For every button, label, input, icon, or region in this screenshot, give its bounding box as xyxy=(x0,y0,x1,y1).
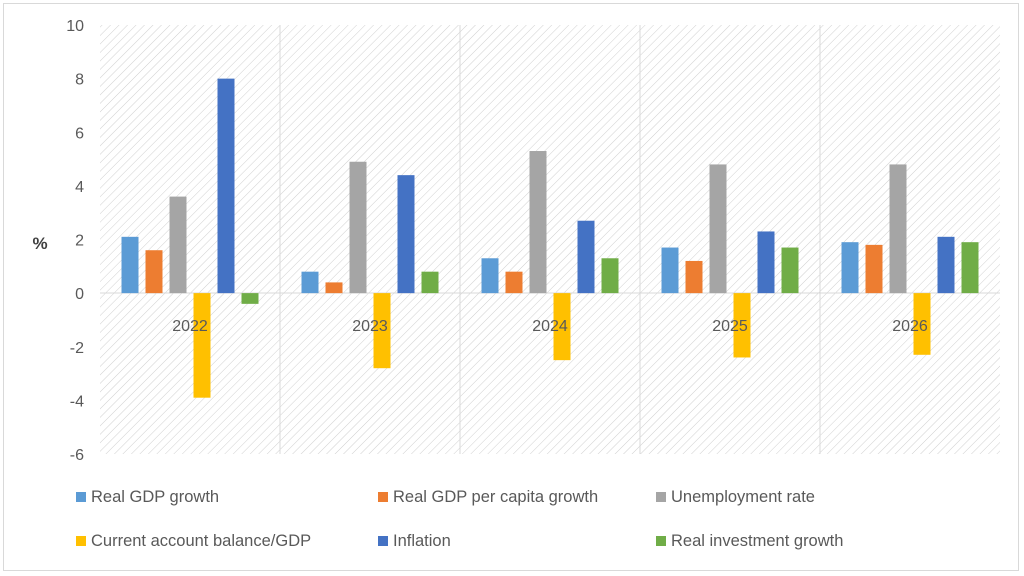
legend-label: Inflation xyxy=(393,532,451,550)
bar xyxy=(937,236,955,294)
bar xyxy=(961,242,979,294)
bar xyxy=(169,196,187,294)
x-tick-label: 2026 xyxy=(892,318,928,335)
chart: 10 8 6 4 2 0 -2 -4 -6 % 2022 2023 2024 2025 2026 Rea… xyxy=(32,18,1000,550)
bar xyxy=(349,161,367,294)
bar xyxy=(481,258,499,294)
bars xyxy=(121,78,979,398)
bar xyxy=(781,247,799,294)
bar xyxy=(889,164,907,294)
bar xyxy=(685,260,703,294)
bar xyxy=(841,242,859,294)
y-tick-label: 6 xyxy=(75,125,84,142)
x-tick-label: 2023 xyxy=(352,318,388,335)
bar xyxy=(601,258,619,294)
legend-swatch xyxy=(76,492,86,502)
legend-swatch xyxy=(656,536,666,546)
legend-label: Unemployment rate xyxy=(671,488,815,506)
bar xyxy=(325,282,343,294)
legend-swatch xyxy=(656,492,666,502)
y-tick-label: 0 xyxy=(75,286,84,303)
x-tick-label: 2025 xyxy=(712,318,748,335)
legend-swatch xyxy=(378,536,388,546)
category-labels: 2022 2023 2024 2025 2026 xyxy=(172,318,928,335)
legend-label: Real investment growth xyxy=(671,532,843,550)
bar xyxy=(121,236,139,294)
bar xyxy=(577,220,595,294)
bar xyxy=(241,293,259,304)
y-axis-ticks: 10 8 6 4 2 0 -2 -4 -6 xyxy=(66,18,84,464)
category-separators xyxy=(279,25,821,454)
bar xyxy=(865,244,883,294)
bar xyxy=(709,164,727,294)
legend-label: Real GDP per capita growth xyxy=(393,488,598,506)
y-tick-label: 8 xyxy=(75,72,84,89)
bar xyxy=(421,271,439,294)
y-axis-label: % xyxy=(32,234,47,253)
bar xyxy=(301,271,319,294)
y-tick-label: -2 xyxy=(70,340,84,357)
legend-swatch xyxy=(378,492,388,502)
x-tick-label: 2024 xyxy=(532,318,568,335)
y-tick-label: 2 xyxy=(75,233,84,250)
legend: Real GDP growth Real GDP per capita growt… xyxy=(76,488,843,550)
bar xyxy=(661,247,679,294)
plot-area xyxy=(100,25,1000,454)
bar xyxy=(505,271,523,294)
y-tick-label: 10 xyxy=(66,18,84,35)
legend-label: Current account balance/GDP xyxy=(91,532,311,550)
bar xyxy=(757,231,775,294)
y-tick-label: -4 xyxy=(70,393,84,410)
bar xyxy=(145,250,163,294)
chart-frame: 10 8 6 4 2 0 -2 -4 -6 % 2022 2023 2024 2025 2026 Rea… xyxy=(3,3,1019,571)
bar xyxy=(217,78,235,294)
bar xyxy=(373,293,391,369)
bar xyxy=(193,293,211,398)
y-tick-label: -6 xyxy=(70,447,84,464)
bar xyxy=(529,151,547,294)
legend-label: Real GDP growth xyxy=(91,488,219,506)
bar xyxy=(913,293,931,355)
bar xyxy=(733,293,751,358)
bar xyxy=(553,293,571,361)
y-tick-label: 4 xyxy=(75,179,84,196)
legend-swatch xyxy=(76,536,86,546)
bar xyxy=(397,175,415,294)
x-tick-label: 2022 xyxy=(172,318,208,335)
